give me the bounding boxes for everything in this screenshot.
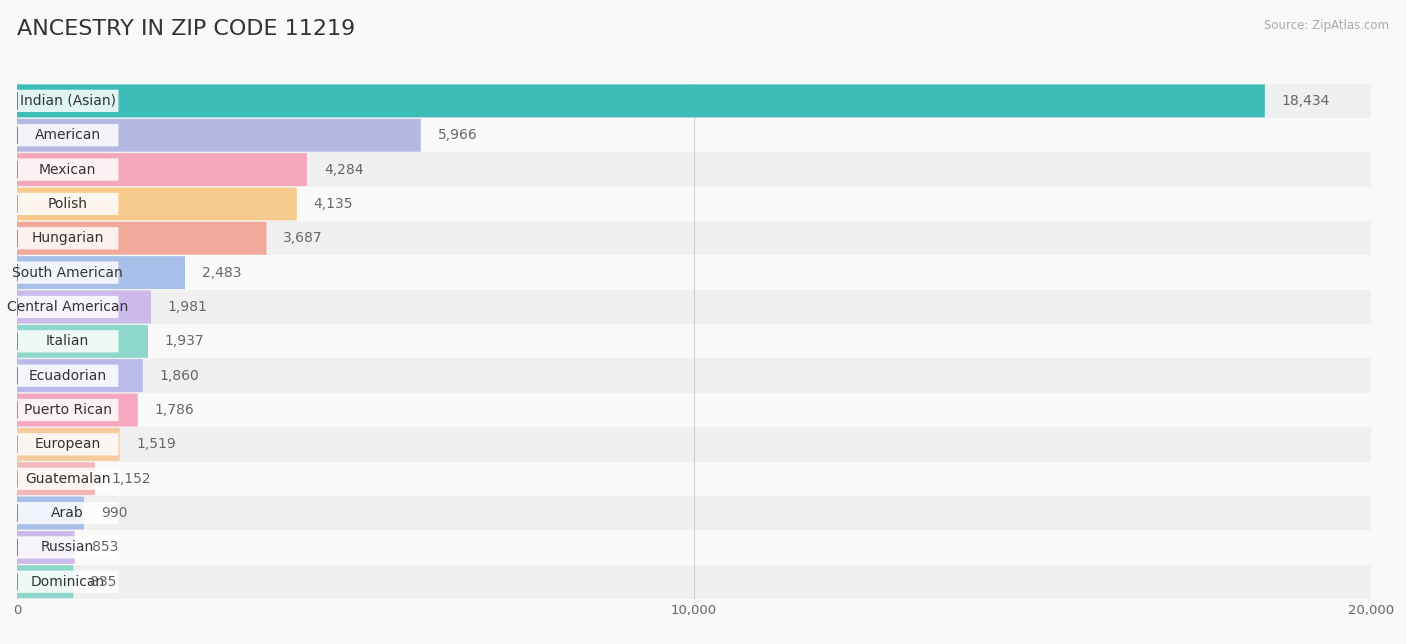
Text: European: European [35,437,101,451]
Bar [17,393,1371,427]
FancyBboxPatch shape [17,153,307,186]
Bar [17,530,1371,565]
FancyBboxPatch shape [17,365,118,387]
Bar [17,496,1371,530]
Text: Source: ZipAtlas.com: Source: ZipAtlas.com [1264,19,1389,32]
Text: 835: 835 [90,574,117,589]
Text: 3,687: 3,687 [284,231,323,245]
FancyBboxPatch shape [17,325,148,358]
Text: Mexican: Mexican [39,162,97,176]
FancyBboxPatch shape [17,90,118,112]
Text: 2,483: 2,483 [202,265,242,279]
FancyBboxPatch shape [17,536,118,558]
Text: 18,434: 18,434 [1282,94,1330,108]
FancyBboxPatch shape [17,428,120,461]
FancyBboxPatch shape [17,399,118,421]
Text: 1,786: 1,786 [155,403,194,417]
Text: 1,860: 1,860 [160,368,200,383]
Text: ANCESTRY IN ZIP CODE 11219: ANCESTRY IN ZIP CODE 11219 [17,19,356,39]
Text: Hungarian: Hungarian [31,231,104,245]
Text: Italian: Italian [46,334,89,348]
FancyBboxPatch shape [17,497,84,529]
Text: Polish: Polish [48,197,87,211]
Bar [17,427,1371,462]
FancyBboxPatch shape [17,124,118,146]
Text: 1,981: 1,981 [167,300,208,314]
FancyBboxPatch shape [17,187,297,220]
Bar [17,221,1371,256]
Text: Puerto Rican: Puerto Rican [24,403,111,417]
FancyBboxPatch shape [17,565,73,598]
Text: Central American: Central American [7,300,128,314]
Text: 1,937: 1,937 [165,334,204,348]
Text: South American: South American [13,265,124,279]
Bar [17,84,1371,118]
Text: Russian: Russian [41,540,94,554]
FancyBboxPatch shape [17,193,118,215]
Text: Dominican: Dominican [31,574,105,589]
FancyBboxPatch shape [17,502,118,524]
Text: American: American [35,128,101,142]
FancyBboxPatch shape [17,118,420,152]
FancyBboxPatch shape [17,433,118,455]
Text: 4,135: 4,135 [314,197,353,211]
FancyBboxPatch shape [17,393,138,426]
Text: 1,152: 1,152 [112,471,152,486]
Text: Ecuadorian: Ecuadorian [28,368,107,383]
FancyBboxPatch shape [17,290,150,323]
FancyBboxPatch shape [17,222,267,255]
FancyBboxPatch shape [17,531,75,564]
FancyBboxPatch shape [17,84,1265,117]
FancyBboxPatch shape [17,462,94,495]
FancyBboxPatch shape [17,261,118,284]
FancyBboxPatch shape [17,571,118,593]
Text: 1,519: 1,519 [136,437,176,451]
Text: Guatemalan: Guatemalan [25,471,111,486]
Bar [17,565,1371,599]
FancyBboxPatch shape [17,158,118,181]
FancyBboxPatch shape [17,468,118,490]
Bar [17,359,1371,393]
FancyBboxPatch shape [17,296,118,318]
Text: Indian (Asian): Indian (Asian) [20,94,115,108]
Bar [17,324,1371,359]
Text: 853: 853 [91,540,118,554]
Bar [17,256,1371,290]
FancyBboxPatch shape [17,359,143,392]
Bar [17,187,1371,221]
Text: 4,284: 4,284 [323,162,363,176]
Bar [17,290,1371,324]
Text: Arab: Arab [51,506,84,520]
Text: 990: 990 [101,506,128,520]
Bar [17,118,1371,153]
Bar [17,462,1371,496]
Bar [17,153,1371,187]
FancyBboxPatch shape [17,227,118,249]
FancyBboxPatch shape [17,330,118,352]
Text: 5,966: 5,966 [437,128,478,142]
FancyBboxPatch shape [17,256,186,289]
